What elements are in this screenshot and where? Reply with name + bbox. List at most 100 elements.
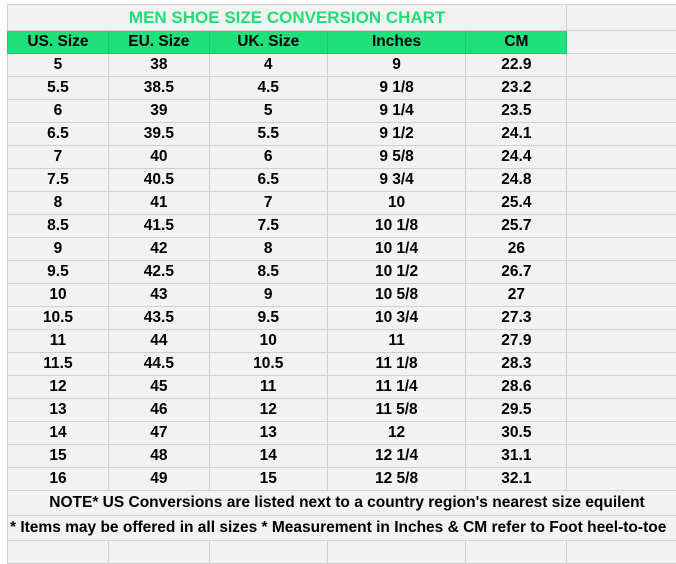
cell-cm[interactable]: 27: [466, 284, 567, 307]
header-inches[interactable]: Inches: [327, 31, 466, 54]
cell-cm[interactable]: 24.8: [466, 169, 567, 192]
cell-inches[interactable]: 10 1/4: [327, 238, 466, 261]
cell-us-size[interactable]: 7.5: [8, 169, 109, 192]
empty-cell[interactable]: [567, 468, 676, 491]
cell-cm[interactable]: 26: [466, 238, 567, 261]
note-text[interactable]: * Items may be offered in all sizes * Me…: [8, 516, 676, 541]
cell-inches[interactable]: 10 5/8: [327, 284, 466, 307]
empty-cell[interactable]: [567, 146, 676, 169]
cell-cm[interactable]: 29.5: [466, 399, 567, 422]
cell-uk-size[interactable]: 8.5: [209, 261, 327, 284]
cell-uk-size[interactable]: 14: [209, 445, 327, 468]
cell-us-size[interactable]: 7: [8, 146, 109, 169]
cell-inches[interactable]: 9 1/4: [327, 100, 466, 123]
cell-cm[interactable]: 31.1: [466, 445, 567, 468]
empty-cell[interactable]: [8, 541, 109, 564]
cell-eu-size[interactable]: 47: [108, 422, 209, 445]
cell-us-size[interactable]: 6.5: [8, 123, 109, 146]
cell-us-size[interactable]: 11.5: [8, 353, 109, 376]
cell-inches[interactable]: 9 3/4: [327, 169, 466, 192]
cell-us-size[interactable]: 8.5: [8, 215, 109, 238]
cell-inches[interactable]: 12 5/8: [327, 468, 466, 491]
cell-eu-size[interactable]: 39: [108, 100, 209, 123]
cell-eu-size[interactable]: 38: [108, 54, 209, 77]
empty-cell[interactable]: [567, 307, 676, 330]
empty-cell[interactable]: [567, 238, 676, 261]
cell-cm[interactable]: 24.1: [466, 123, 567, 146]
cell-cm[interactable]: 22.9: [466, 54, 567, 77]
cell-eu-size[interactable]: 40: [108, 146, 209, 169]
cell-inches[interactable]: 9 5/8: [327, 146, 466, 169]
empty-cell[interactable]: [108, 541, 209, 564]
empty-cell[interactable]: [567, 541, 676, 564]
cell-eu-size[interactable]: 45: [108, 376, 209, 399]
cell-us-size[interactable]: 15: [8, 445, 109, 468]
cell-inches[interactable]: 10 3/4: [327, 307, 466, 330]
header-uk-size[interactable]: UK. Size: [209, 31, 327, 54]
cell-uk-size[interactable]: 8: [209, 238, 327, 261]
cell-eu-size[interactable]: 41.5: [108, 215, 209, 238]
cell-inches[interactable]: 10 1/8: [327, 215, 466, 238]
header-us-size[interactable]: US. Size: [8, 31, 109, 54]
header-cm[interactable]: CM: [466, 31, 567, 54]
cell-uk-size[interactable]: 9: [209, 284, 327, 307]
cell-us-size[interactable]: 16: [8, 468, 109, 491]
cell-uk-size[interactable]: 15: [209, 468, 327, 491]
empty-cell[interactable]: [567, 54, 676, 77]
cell-eu-size[interactable]: 42.5: [108, 261, 209, 284]
cell-inches[interactable]: 12 1/4: [327, 445, 466, 468]
cell-uk-size[interactable]: 4: [209, 54, 327, 77]
empty-cell[interactable]: [567, 215, 676, 238]
cell-us-size[interactable]: 9.5: [8, 261, 109, 284]
cell-cm[interactable]: 28.6: [466, 376, 567, 399]
cell-cm[interactable]: 23.5: [466, 100, 567, 123]
cell-uk-size[interactable]: 10: [209, 330, 327, 353]
empty-cell[interactable]: [567, 123, 676, 146]
cell-inches[interactable]: 10 1/2: [327, 261, 466, 284]
empty-cell[interactable]: [567, 330, 676, 353]
cell-us-size[interactable]: 5: [8, 54, 109, 77]
cell-cm[interactable]: 27.9: [466, 330, 567, 353]
cell-uk-size[interactable]: 6: [209, 146, 327, 169]
cell-uk-size[interactable]: 7.5: [209, 215, 327, 238]
cell-us-size[interactable]: 10.5: [8, 307, 109, 330]
cell-us-size[interactable]: 8: [8, 192, 109, 215]
cell-eu-size[interactable]: 49: [108, 468, 209, 491]
cell-uk-size[interactable]: 10.5: [209, 353, 327, 376]
empty-cell[interactable]: [567, 261, 676, 284]
empty-cell[interactable]: [567, 422, 676, 445]
cell-us-size[interactable]: 11: [8, 330, 109, 353]
cell-eu-size[interactable]: 39.5: [108, 123, 209, 146]
cell-inches[interactable]: 11: [327, 330, 466, 353]
cell-eu-size[interactable]: 44: [108, 330, 209, 353]
cell-inches[interactable]: 9 1/8: [327, 77, 466, 100]
cell-inches[interactable]: 11 1/4: [327, 376, 466, 399]
cell-cm[interactable]: 28.3: [466, 353, 567, 376]
empty-cell[interactable]: [567, 376, 676, 399]
cell-eu-size[interactable]: 43: [108, 284, 209, 307]
empty-cell[interactable]: [567, 284, 676, 307]
note-text[interactable]: NOTE* US Conversions are listed next to …: [8, 491, 676, 516]
cell-uk-size[interactable]: 4.5: [209, 77, 327, 100]
empty-cell[interactable]: [567, 77, 676, 100]
cell-us-size[interactable]: 10: [8, 284, 109, 307]
cell-cm[interactable]: 27.3: [466, 307, 567, 330]
cell-eu-size[interactable]: 44.5: [108, 353, 209, 376]
cell-cm[interactable]: 32.1: [466, 468, 567, 491]
cell-inches[interactable]: 11 1/8: [327, 353, 466, 376]
cell-us-size[interactable]: 14: [8, 422, 109, 445]
cell-uk-size[interactable]: 7: [209, 192, 327, 215]
cell-uk-size[interactable]: 5.5: [209, 123, 327, 146]
cell-uk-size[interactable]: 13: [209, 422, 327, 445]
cell-uk-size[interactable]: 11: [209, 376, 327, 399]
cell-cm[interactable]: 24.4: [466, 146, 567, 169]
empty-cell[interactable]: [567, 31, 676, 54]
cell-uk-size[interactable]: 6.5: [209, 169, 327, 192]
cell-eu-size[interactable]: 46: [108, 399, 209, 422]
cell-us-size[interactable]: 6: [8, 100, 109, 123]
cell-uk-size[interactable]: 5: [209, 100, 327, 123]
cell-inches[interactable]: 9 1/2: [327, 123, 466, 146]
cell-eu-size[interactable]: 43.5: [108, 307, 209, 330]
cell-eu-size[interactable]: 41: [108, 192, 209, 215]
empty-cell[interactable]: [209, 541, 327, 564]
